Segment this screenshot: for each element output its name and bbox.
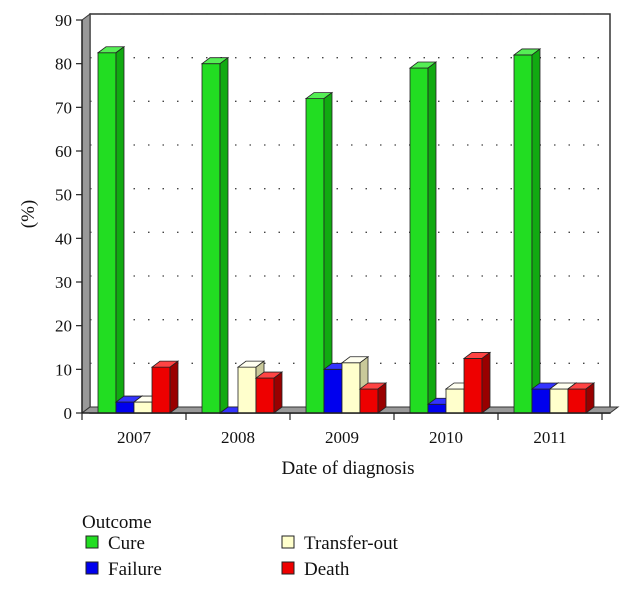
bar-front — [513, 54, 533, 414]
bar-front — [97, 52, 117, 414]
x-tick-label: 2007 — [117, 428, 152, 447]
bar-side — [273, 371, 283, 414]
bar-death-2011 — [566, 382, 596, 414]
bar-side — [585, 382, 595, 414]
bar-cure-2010 — [408, 61, 438, 414]
bar-side — [115, 45, 125, 414]
legend-label-failure: Failure — [108, 559, 162, 580]
side-wall — [81, 13, 91, 414]
bar-front — [133, 401, 153, 414]
legend-swatch-death — [281, 561, 295, 575]
legend-swatch-transfer-out — [281, 535, 295, 549]
legend-swatch-cure — [85, 535, 99, 549]
axes — [76, 19, 610, 420]
bar-side — [377, 382, 387, 414]
bar-death-2009 — [358, 382, 388, 414]
y-tick-label: 40 — [55, 229, 72, 248]
y-tick-label: 30 — [55, 273, 72, 292]
bar-cure-2008 — [200, 56, 230, 414]
bar-front — [305, 98, 325, 414]
bar-front — [409, 67, 429, 414]
x-tick-label: 2009 — [325, 428, 359, 447]
legend-label-death: Death — [304, 559, 350, 580]
bar-side — [481, 351, 491, 414]
bar-side — [219, 56, 229, 414]
bar-side — [169, 360, 179, 414]
bar-front — [445, 388, 465, 414]
y-tick-label: 0 — [64, 404, 73, 423]
bar-cure-2007 — [96, 45, 126, 414]
legend-label-transfer-out: Transfer-out — [304, 533, 399, 554]
bar-front — [115, 401, 135, 414]
y-tick-label: 10 — [55, 360, 72, 379]
bar-death-2007 — [150, 360, 180, 414]
bar-side — [531, 48, 541, 414]
x-tick-labels: 2007 2008 2009 2010 2011 — [117, 428, 567, 447]
legend-title: Outcome — [82, 512, 152, 533]
y-axis-label: (%) — [18, 200, 39, 228]
y-tick-label: 60 — [55, 142, 72, 161]
y-tick-label: 90 — [55, 11, 72, 30]
bar-front — [359, 388, 379, 414]
bar-side — [427, 61, 437, 414]
bar-front — [531, 388, 551, 414]
bar-front — [237, 366, 257, 414]
x-tick-label: 2011 — [533, 428, 566, 447]
bar-front — [341, 362, 361, 414]
bar-front — [151, 366, 171, 414]
x-axis-label: Date of diagnosis — [282, 458, 415, 479]
y-tick-labels: 0 10 20 30 40 50 60 70 80 90 — [55, 11, 72, 423]
bar-front — [201, 63, 221, 414]
bar-cure-2009 — [304, 91, 334, 414]
bar-front — [255, 377, 275, 414]
bar-front — [427, 403, 447, 414]
y-tick-label: 20 — [55, 317, 72, 336]
legend: Outcome Cure Transfer-out Failure Death — [82, 512, 399, 580]
bar-front — [323, 368, 343, 414]
y-tick-label: 80 — [55, 55, 72, 74]
bar-front — [567, 388, 587, 414]
legend-label-cure: Cure — [108, 533, 145, 554]
bar-cure-2011 — [512, 48, 542, 414]
bar-front — [549, 388, 569, 414]
y-tick-label: 50 — [55, 186, 72, 205]
x-tick-label: 2008 — [221, 428, 255, 447]
bar-front — [463, 358, 483, 414]
bar-death-2008 — [254, 371, 284, 414]
y-tick-label: 70 — [55, 98, 72, 117]
legend-swatch-failure — [85, 561, 99, 575]
x-tick-label: 2010 — [429, 428, 463, 447]
bar-death-2010 — [462, 351, 492, 414]
